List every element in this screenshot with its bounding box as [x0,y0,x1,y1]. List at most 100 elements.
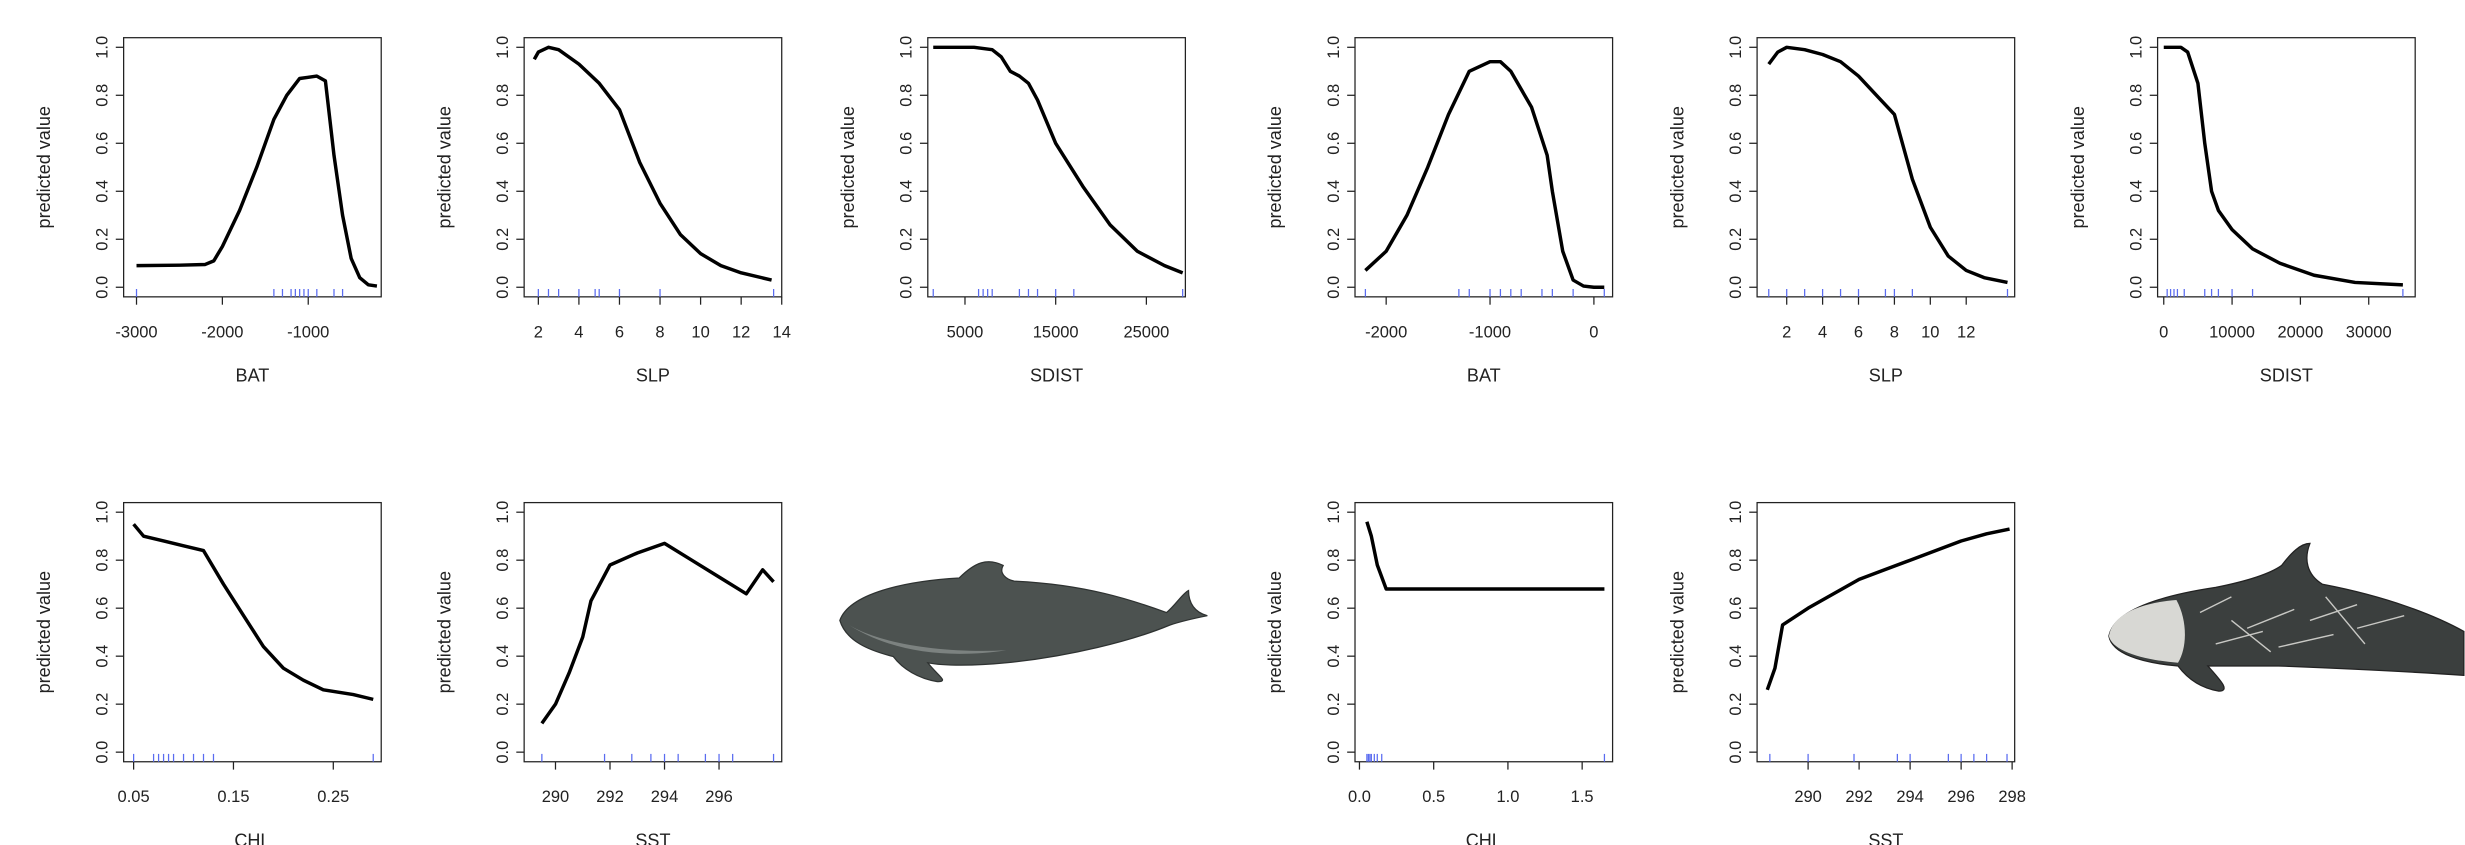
y-axis-label: predicted value [434,571,454,693]
y-tick-label: 0.4 [494,180,512,203]
y-tick-label: 0.2 [2128,228,2146,251]
y-tick-label: 0.8 [94,84,112,107]
y-tick-label: 0.2 [1325,228,1343,251]
x-tick-label: 0 [2159,323,2168,341]
y-axis-label: predicted value [1667,571,1687,693]
y-tick-label: 0.2 [494,228,512,251]
y-tick-label: 0.4 [94,645,112,668]
y-tick-label: 0.0 [2128,276,2146,299]
x-tick-label: 1.5 [1571,788,1594,806]
x-tick-label: 290 [1794,788,1822,806]
y-axis-label: predicted value [34,571,54,693]
y-tick-label: 0.2 [94,228,112,251]
x-tick-label: 14 [773,323,791,341]
curve [1765,527,2010,691]
curve [532,45,772,282]
x-tick-label: 10000 [2209,323,2255,341]
x-tick-label: 5000 [947,323,984,341]
y-axis-label: predicted value [1265,571,1285,693]
y-axis-label: predicted value [434,106,454,228]
x-axis-label: SDIST [2260,366,2313,386]
x-axis-label: SST [635,831,670,845]
plot-frame [1756,501,2016,763]
y-tick-label: 1.0 [1325,36,1343,59]
y-tick-label: 0.0 [1727,741,1745,764]
y-tick-label: 0.6 [1325,597,1343,620]
x-tick-label: 296 [705,788,733,806]
y-axis-label: predicted value [1265,106,1285,228]
x-tick-label: 0.5 [1422,788,1445,806]
plot-frame [1354,501,1614,763]
plot-frame [1354,37,1614,298]
y-axis-label: predicted value [34,106,54,228]
x-tick-label: 10 [691,323,709,341]
y-tick-label: 0.0 [1727,276,1745,299]
x-tick-label: 20000 [2277,323,2323,341]
y-axis-label: predicted value [1667,106,1687,228]
y-tick-label: 1.0 [494,36,512,59]
plot-frame [2156,37,2416,298]
y-tick-label: 1.0 [94,36,112,59]
x-axis-label: BAT [236,366,270,386]
x-tick-label: -2000 [1365,323,1407,341]
y-tick-label: 0.8 [1325,549,1343,572]
y-tick-label: 0.0 [898,276,916,299]
x-tick-label: 290 [542,788,570,806]
curve [933,45,1184,275]
x-tick-label: 4 [574,323,583,341]
x-tick-label: 294 [1896,788,1924,806]
y-tick-label: 0.8 [1325,84,1343,107]
x-tick-label: 12 [1957,323,1975,341]
y-tick-label: 1.0 [94,501,112,524]
x-tick-label: 292 [596,788,624,806]
y-tick-label: 0.8 [1727,84,1745,107]
y-tick-label: 0.4 [494,645,512,668]
plot-frame [927,37,1187,298]
x-tick-label: -1000 [287,323,329,341]
y-tick-label: 0.0 [494,741,512,764]
x-tick-label: 1.0 [1496,788,1519,806]
x-tick-label: -2000 [201,323,243,341]
y-tick-label: 1.0 [494,501,512,524]
x-tick-label: 10 [1921,323,1939,341]
plot-frame [123,37,382,298]
curve [132,523,374,702]
y-axis-label: predicted value [2068,106,2088,228]
x-tick-label: -3000 [115,323,157,341]
y-tick-label: 0.2 [94,693,112,716]
x-tick-label: 6 [1854,323,1863,341]
y-tick-label: 0.0 [1325,276,1343,299]
x-tick-label: -1000 [1469,323,1511,341]
x-tick-label: 0.25 [317,788,349,806]
y-tick-label: 0.0 [494,276,512,299]
x-tick-label: 25000 [1123,323,1169,341]
y-tick-label: 0.6 [1325,132,1343,155]
y-tick-label: 0.6 [94,597,112,620]
x-tick-label: 292 [1845,788,1873,806]
plot-frame [123,501,382,763]
y-tick-label: 0.6 [2128,132,2146,155]
y-axis-label: predicted value [838,106,858,228]
y-tick-label: 0.6 [94,132,112,155]
x-tick-label: 0.0 [1348,788,1371,806]
y-tick-label: 1.0 [1727,36,1745,59]
curve [136,74,378,288]
x-tick-label: 8 [655,323,664,341]
plot-frame [523,501,783,763]
x-tick-label: 0.15 [217,788,249,806]
y-tick-label: 0.2 [1325,693,1343,716]
y-tick-label: 0.2 [1727,228,1745,251]
y-tick-label: 0.2 [1727,693,1745,716]
y-tick-label: 0.4 [1325,180,1343,203]
y-tick-label: 0.4 [1727,180,1745,203]
plot-frame [1756,37,2016,298]
y-tick-label: 1.0 [1325,501,1343,524]
x-axis-label: CHL [1466,831,1502,845]
y-tick-label: 0.4 [1325,645,1343,668]
curve [1364,59,1605,289]
curve [540,541,775,725]
curve [1365,521,1605,591]
curve [2163,45,2403,287]
y-tick-label: 0.0 [94,741,112,764]
y-tick-label: 1.0 [2128,36,2146,59]
